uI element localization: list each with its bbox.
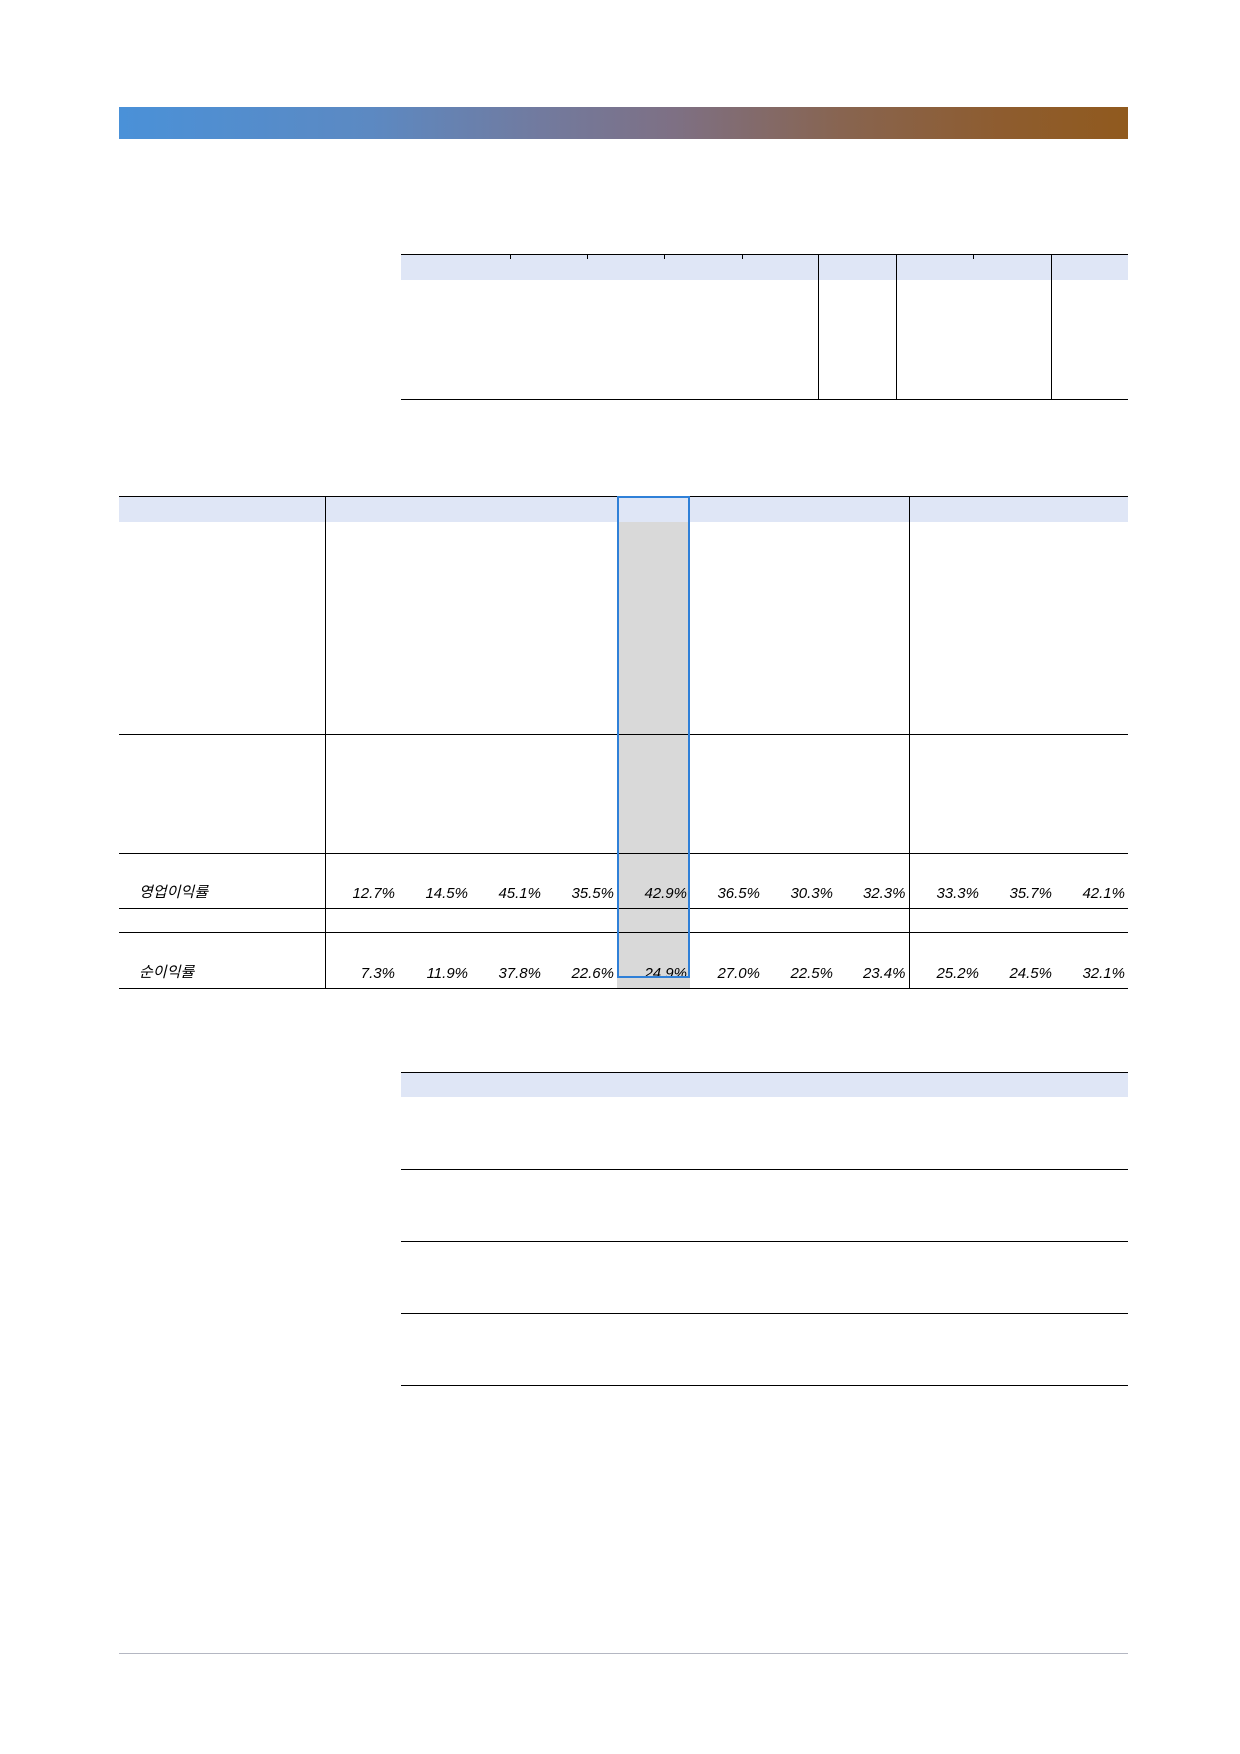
summary-table: [401, 254, 1128, 400]
table-cell: 35.7%: [982, 853, 1055, 909]
row-label: 순이익률: [119, 932, 326, 989]
table-row: [401, 1242, 1128, 1314]
column-tick: [587, 255, 588, 259]
column-tick: [510, 255, 511, 259]
table-cell: 32.3%: [836, 853, 910, 909]
table-row: [401, 1097, 1128, 1170]
footer-divider: [119, 1653, 1128, 1654]
table-cell-highlighted: 24.9%: [617, 932, 690, 989]
table-row: [401, 1170, 1128, 1242]
table-cell: 23.4%: [836, 932, 910, 989]
table-cell: 45.1%: [471, 853, 544, 909]
table-cell: 25.2%: [909, 932, 982, 989]
header-banner: [119, 107, 1128, 139]
table-cell: 33.3%: [909, 853, 982, 909]
column-tick: [973, 255, 974, 259]
table-cell: 30.3%: [763, 853, 836, 909]
table-header-row: [119, 496, 1128, 522]
column-tick: [742, 255, 743, 259]
net-margin-row: 순이익률 7.3% 11.9% 37.8% 22.6% 24.9% 27.0% …: [119, 932, 1128, 989]
operating-margin-row: 영업이익률 12.7% 14.5% 45.1% 35.5% 42.9% 36.5…: [119, 853, 1128, 909]
row-label: 영업이익률: [119, 853, 326, 909]
table-cell: 12.7%: [325, 853, 398, 909]
table-cell: 14.5%: [398, 853, 471, 909]
table-row: [119, 522, 1128, 735]
table-cell: 35.5%: [544, 853, 617, 909]
table-cell: 32.1%: [1055, 932, 1128, 989]
column-divider: [818, 255, 819, 399]
financial-table: 영업이익률 12.7% 14.5% 45.1% 35.5% 42.9% 36.5…: [119, 496, 1128, 989]
table-cell: 37.8%: [471, 932, 544, 989]
table-cell: 22.5%: [763, 932, 836, 989]
table-cell: 42.1%: [1055, 853, 1128, 909]
table-cell: 22.6%: [544, 932, 617, 989]
table-cell-highlighted: 42.9%: [617, 853, 690, 909]
table-cell: 27.0%: [690, 932, 763, 989]
table-row: [119, 908, 1128, 933]
column-tick: [664, 255, 665, 259]
table-cell: 11.9%: [398, 932, 471, 989]
bottom-table: [401, 1072, 1128, 1386]
table-header-band: [401, 255, 1128, 280]
column-divider: [1051, 255, 1052, 399]
table-row: [401, 1314, 1128, 1386]
table-header-band: [401, 1073, 1128, 1097]
table-cell: 36.5%: [690, 853, 763, 909]
table-cell: 24.5%: [982, 932, 1055, 989]
column-divider: [896, 255, 897, 399]
table-cell: 7.3%: [325, 932, 398, 989]
table-row: [119, 734, 1128, 854]
